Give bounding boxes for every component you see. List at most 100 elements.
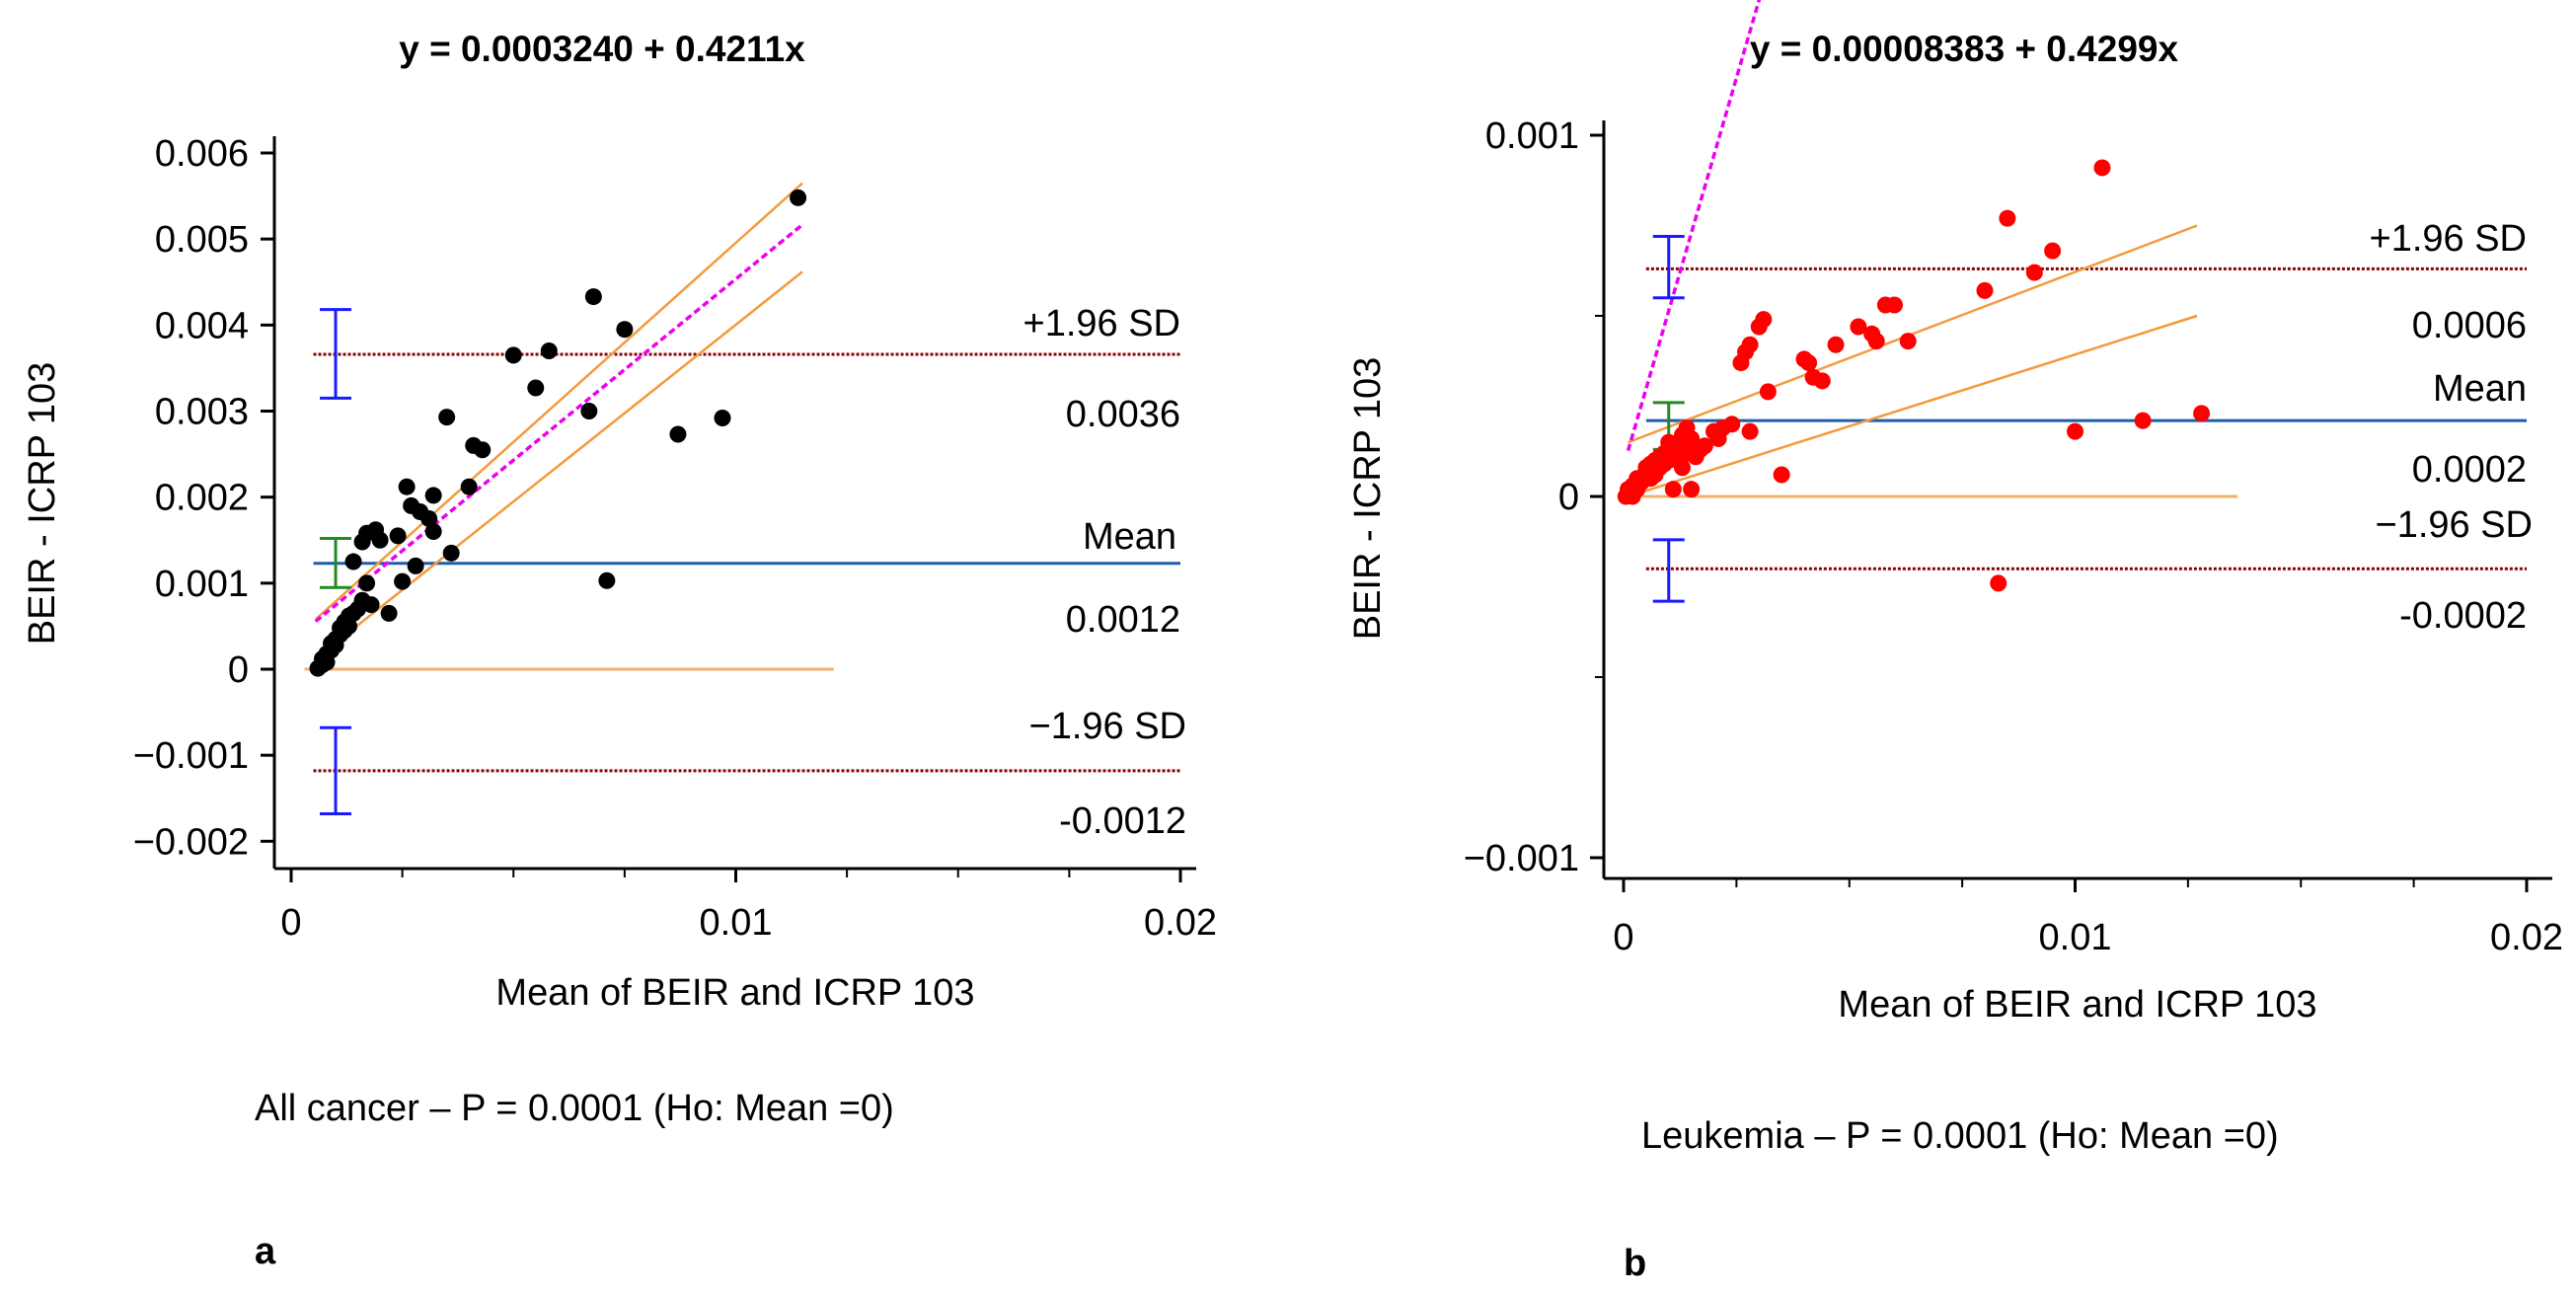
upper-loa-value-b: 0.0006	[2412, 305, 2527, 346]
data-point	[669, 425, 687, 443]
data-point	[1827, 336, 1845, 353]
data-point	[389, 527, 407, 545]
data-point	[358, 574, 376, 592]
x-tick-label: 0	[1613, 917, 1633, 958]
data-point	[1773, 466, 1790, 484]
y-tick-label: 0.003	[155, 392, 249, 433]
regression-equation-a: y = 0.0003240 + 0.4211x	[399, 29, 805, 69]
x-axis-label-a: Mean of BEIR and ICRP 103	[495, 972, 974, 1014]
lower-loa-label-b: −1.96 SD	[2376, 504, 2534, 546]
regression-lines-a	[314, 182, 804, 660]
y-tick-label: 0.002	[155, 478, 249, 519]
regression-upper-ci	[314, 182, 803, 621]
data-point	[580, 403, 598, 419]
data-point	[362, 596, 380, 614]
data-point	[424, 487, 442, 504]
upper-loa-ci-bar	[320, 308, 352, 400]
confidence-bars-a	[320, 308, 352, 815]
data-point	[714, 409, 731, 426]
y-tick-label: 0.004	[155, 305, 249, 346]
data-point	[474, 441, 492, 459]
data-point	[1755, 311, 1773, 329]
data-point	[424, 523, 442, 541]
y-tick-label: 0	[228, 649, 249, 691]
axis-ticks-b: −0.001 0 0.001 0 0.01 0.02	[1464, 115, 2563, 958]
data-point	[598, 571, 616, 589]
data-point	[1976, 281, 1994, 299]
data-point	[1899, 333, 1917, 350]
data-point	[616, 321, 634, 339]
mean-value-b: 0.0002	[2412, 449, 2527, 491]
x-tick-label: 0	[280, 902, 301, 944]
lower-loa-ci-bar	[1652, 538, 1685, 603]
data-point	[1999, 209, 2016, 227]
data-point	[1850, 318, 1867, 336]
y-tick-label: 0.006	[155, 133, 249, 175]
x-axis-label-b: Mean of BEIR and ICRP 103	[1838, 984, 2316, 1026]
y-axis-label-a: BEIR - ICRP 103	[22, 362, 63, 646]
data-point	[442, 544, 460, 562]
data-points-a	[309, 189, 807, 677]
data-point	[540, 342, 558, 359]
data-point	[1886, 296, 1903, 314]
lower-loa-value-a: -0.0012	[1059, 800, 1186, 842]
y-tick-label: 0.001	[155, 564, 249, 605]
data-point	[790, 189, 807, 206]
data-point	[1741, 336, 1759, 353]
data-point	[371, 531, 389, 549]
caption-a: All cancer – P = 0.0001 (Ho: Mean =0)	[255, 1088, 894, 1129]
y-tick-label: −0.001	[133, 735, 249, 777]
y-tick-label: 0.001	[1485, 115, 1579, 157]
y-tick-label: −0.002	[133, 821, 249, 863]
regression-line	[1626, 0, 1762, 452]
regression-upper-ci	[1628, 224, 2198, 444]
data-point	[1723, 416, 1741, 433]
y-axis-label-b: BEIR - ICRP 103	[1347, 357, 1389, 641]
panel-letter-b: b	[1624, 1243, 1646, 1284]
mean-value-a: 0.0012	[1066, 599, 1180, 641]
data-point	[1741, 422, 1759, 440]
data-point	[1664, 481, 1682, 498]
reference-lines-a	[304, 352, 1180, 773]
panel-a: y = 0.0003240 + 0.4211x −0.002 −0.001 0 0.0…	[22, 29, 1217, 1272]
y-tick-label: −0.001	[1464, 838, 1579, 879]
caption-b: Leukemia – P = 0.0001 (Ho: Mean =0)	[1641, 1115, 2279, 1157]
regression-lower-ci	[1628, 314, 2198, 498]
regression-equation-b: y = 0.00008383 + 0.4299x	[1750, 29, 2179, 69]
data-point	[584, 288, 602, 306]
mean-label-a: Mean	[1083, 516, 1176, 558]
data-point	[2067, 422, 2084, 440]
data-point	[2193, 405, 2211, 422]
data-points-b	[1617, 159, 2211, 592]
data-point	[2025, 264, 2043, 281]
lower-loa-ci-bar	[320, 725, 352, 815]
upper-loa-label-b: +1.96 SD	[2370, 218, 2528, 260]
data-point	[1759, 383, 1777, 401]
panel-b: y = 0.00008383 + 0.4299x −0.001 0 0.001 0 0.…	[1347, 0, 2563, 1284]
data-point	[438, 409, 456, 426]
upper-loa-value-a: 0.0036	[1066, 394, 1180, 435]
data-point	[1990, 574, 2008, 592]
data-point	[1673, 459, 1691, 477]
mean-label-b: Mean	[2433, 368, 2527, 410]
x-tick-label: 0.01	[2039, 917, 2112, 958]
data-point	[407, 557, 424, 574]
lower-loa-label-a: −1.96 SD	[1029, 706, 1187, 747]
upper-loa-ci-bar	[1652, 234, 1685, 300]
upper-loa-label-a: +1.96 SD	[1023, 303, 1181, 344]
data-point	[1800, 354, 1818, 372]
data-point	[2134, 412, 2152, 429]
data-point	[2093, 159, 2111, 177]
x-tick-label: 0.02	[1144, 902, 1217, 944]
x-tick-label: 0.02	[2490, 917, 2563, 958]
data-point	[2044, 242, 2062, 260]
data-point	[1683, 481, 1701, 498]
mean-ci-bar	[320, 537, 352, 589]
data-point	[527, 379, 545, 397]
axis-ticks-a: −0.002 −0.001 0 0.001 0.002 0.003 0.004 0.005 0.…	[133, 133, 1217, 944]
regression-lower-ci	[314, 270, 803, 660]
confidence-bars-b	[1652, 234, 1685, 603]
y-tick-label: 0.005	[155, 219, 249, 261]
regression-line	[314, 223, 804, 623]
